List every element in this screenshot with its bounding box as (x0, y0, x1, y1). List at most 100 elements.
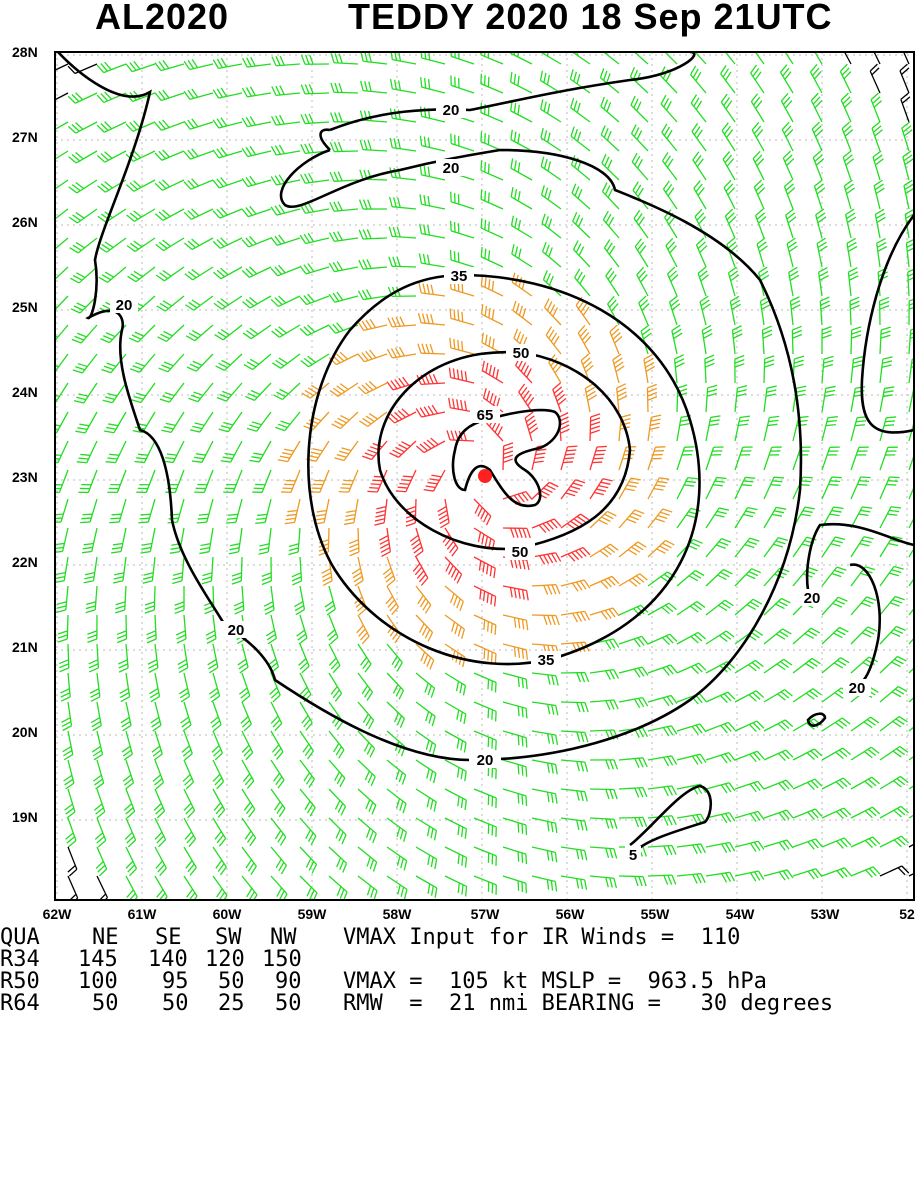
wind-barb (416, 615, 433, 641)
wind-barb (126, 847, 137, 876)
wind-barb (899, 35, 909, 64)
wind-barb (327, 615, 337, 644)
wind-barb (62, 702, 72, 731)
wind-barb (445, 557, 462, 583)
wind-barb (211, 702, 221, 731)
wind-barb (361, 81, 387, 93)
wind-barb (851, 777, 880, 789)
wind-barb (387, 673, 404, 699)
wind-barb (706, 753, 735, 763)
wind-barb (245, 383, 271, 400)
row-name: R64 (0, 992, 40, 1016)
wind-barb (880, 417, 896, 441)
wind-barb (735, 871, 764, 881)
wind-barb (155, 847, 166, 876)
wind-barb (178, 644, 188, 673)
wind-barb (561, 876, 587, 890)
wind-barb (68, 847, 77, 876)
table-row: R64 50 50 25 50 RMW = 21 nmi BEARING = 3… (0, 992, 53, 1016)
wind-barb (546, 327, 561, 354)
wind-barb (532, 876, 557, 891)
wind-barb (271, 789, 285, 817)
wind-barb (503, 673, 527, 689)
wind-barb (793, 689, 821, 702)
wind-barb (272, 56, 300, 66)
wind-barb (648, 478, 669, 499)
contour-label: 50 (513, 345, 530, 362)
wind-barb (735, 751, 764, 761)
wind-barb (784, 180, 794, 209)
wind-barb (330, 172, 358, 182)
wind-barb (419, 253, 445, 267)
wind-barb (213, 818, 226, 846)
wind-barb (908, 268, 918, 296)
lon-label: 54W (726, 906, 755, 922)
wind-barb (176, 615, 186, 643)
wind-barb (764, 356, 774, 383)
wind-barb (822, 356, 834, 383)
wind-barb (153, 760, 163, 789)
wind-barb (532, 847, 557, 862)
wind-barb (822, 658, 849, 673)
wind-barb (561, 514, 589, 529)
wind-barb (213, 178, 242, 188)
wind-barb (702, 325, 712, 354)
wind-map: 20 20 20 20 20 20 20 35 35 50 50 65 5 (0, 0, 919, 1014)
wind-barb (561, 548, 590, 562)
wind-barb (329, 262, 358, 272)
wind-barb (561, 446, 577, 470)
wind-barb (525, 412, 538, 441)
wind-barb (330, 383, 358, 396)
wind-barb (445, 876, 467, 896)
wind-barb (202, 557, 213, 584)
wind-barb (155, 818, 166, 847)
wind-barb (822, 718, 850, 731)
wind-barb (300, 325, 329, 336)
wind-barb (136, 470, 155, 492)
wind-barb (339, 470, 358, 492)
wind-barb (851, 327, 861, 354)
wind-barb (72, 325, 97, 343)
wind-barb (213, 789, 225, 818)
wind-barb (542, 214, 561, 238)
wind-barb (387, 702, 404, 728)
wind-barb (822, 868, 851, 878)
lat-label: 23N (12, 469, 38, 485)
wind-barb (843, 151, 853, 180)
wind-barb (851, 717, 879, 731)
wind-barb (793, 869, 822, 879)
wind-barb (553, 383, 566, 412)
wind-barb (542, 185, 561, 209)
wind-barb (543, 242, 561, 267)
contour-label: 20 (849, 680, 866, 697)
wind-barb (661, 95, 677, 122)
wind-barb (633, 182, 648, 209)
wind-barb (389, 257, 416, 267)
wind-barb (56, 586, 68, 612)
wind-barb (590, 446, 607, 470)
wind-barb (122, 731, 132, 760)
wind-barb (44, 354, 68, 373)
wind-barb (221, 441, 242, 462)
wind-barb (532, 615, 559, 625)
wind-barb (880, 866, 909, 876)
wind-barb (199, 528, 213, 554)
wind-barb (181, 702, 191, 731)
wind-barb (299, 644, 309, 673)
wind-barb (590, 544, 618, 557)
wind-barb (247, 412, 271, 431)
wind-barb (314, 499, 329, 524)
wind-barb (329, 789, 346, 815)
wind-barb (445, 847, 467, 868)
row-value: 50 (162, 992, 189, 1016)
wind-barb (271, 818, 286, 845)
wind-barb (66, 818, 76, 847)
wind-barb (880, 687, 907, 702)
contour-label: 65 (477, 407, 494, 424)
wind-barb (445, 673, 465, 695)
wind-barb (188, 383, 213, 402)
wind-barb (870, 64, 880, 93)
wind-barb (390, 197, 416, 209)
wind-barb (503, 644, 527, 660)
wind-barb (532, 482, 558, 499)
